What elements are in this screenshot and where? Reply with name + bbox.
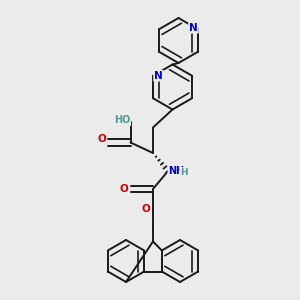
Text: H: H (180, 168, 188, 177)
Text: O: O (119, 184, 128, 194)
Text: O: O (141, 203, 150, 214)
Text: O: O (97, 134, 106, 145)
Text: HO: HO (114, 115, 130, 125)
Text: N: N (154, 71, 163, 81)
Text: N: N (189, 23, 198, 33)
Text: NH: NH (168, 166, 184, 176)
